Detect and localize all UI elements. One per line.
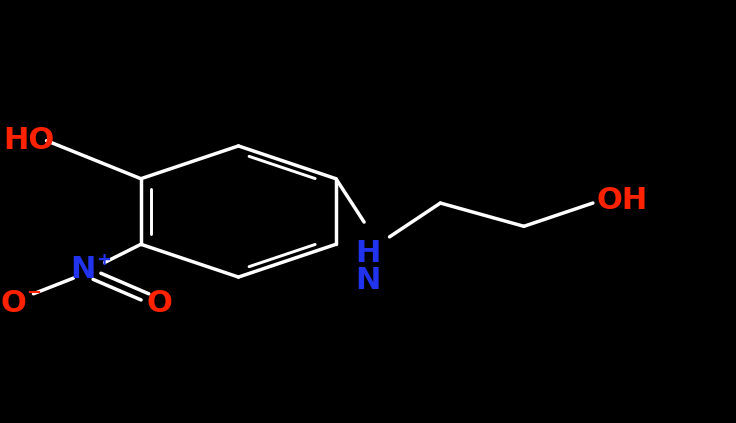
Text: H
N: H N	[355, 239, 381, 295]
Text: OH: OH	[597, 187, 648, 215]
Text: +: +	[96, 251, 110, 269]
Text: O: O	[146, 289, 172, 318]
Text: −: −	[26, 284, 41, 302]
Text: O: O	[1, 289, 26, 318]
Text: N: N	[70, 255, 96, 284]
Text: HO: HO	[3, 126, 54, 155]
